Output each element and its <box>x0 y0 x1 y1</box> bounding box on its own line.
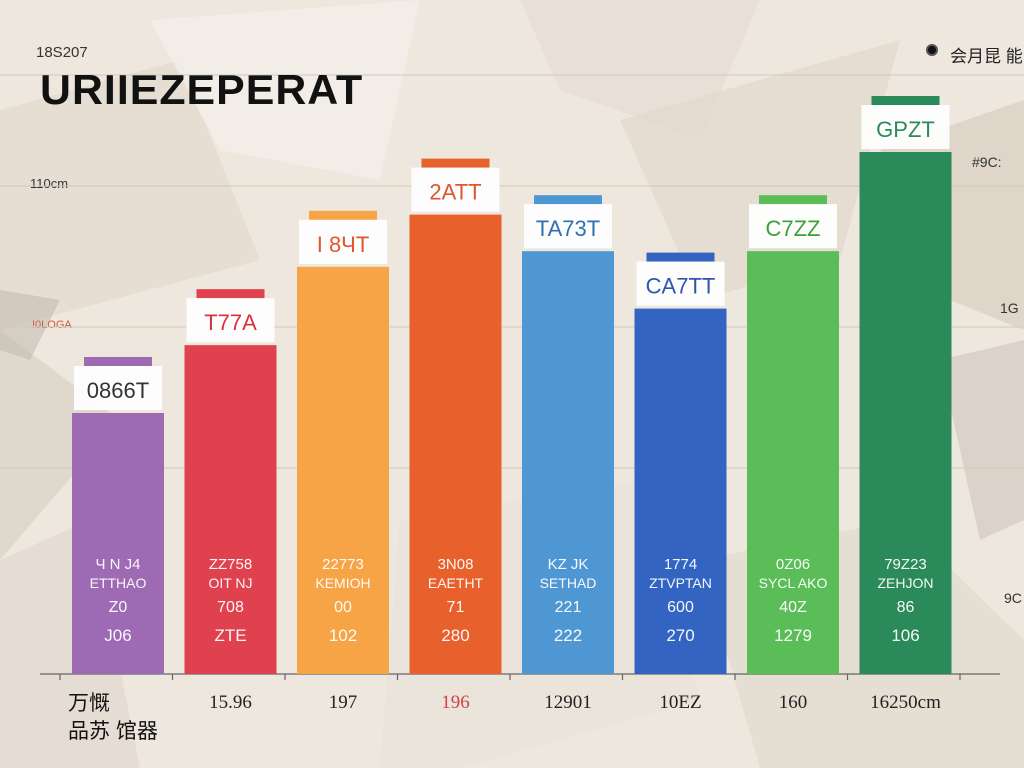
bar-top-label: T77A <box>204 310 257 335</box>
bar-inner-label: 71 <box>447 599 465 616</box>
x-category-label: 196 <box>441 692 470 713</box>
bar-label-box <box>636 261 725 306</box>
bar-inner-label: 0Z06 <box>776 556 810 573</box>
bar-inner-label: OIT NJ <box>208 575 252 591</box>
bar-top-label: GPZT <box>876 117 935 142</box>
bar-top-label: 0866T <box>87 378 149 403</box>
x-axis-category-label: 万慨 品苏 馆器 <box>68 690 158 746</box>
bar-inner-label: 222 <box>554 626 582 645</box>
bar <box>859 152 952 674</box>
bar-inner-label: ETTHAO <box>90 575 147 591</box>
bar-label-box <box>74 366 162 410</box>
bar-top-label: TA73T <box>536 216 600 241</box>
bar-inner-label: Ч N J4 <box>95 556 140 573</box>
x-axis-label-line2: 品苏 馆器 <box>68 720 158 743</box>
bar-label-box <box>524 204 612 249</box>
bar <box>72 413 164 674</box>
bar-cap-accent <box>646 252 715 262</box>
bar-cap-accent <box>196 289 265 299</box>
bar-top-label: 2ATT <box>429 180 481 205</box>
bar-inner-label: 280 <box>441 626 469 645</box>
bar-inner-label: 1279 <box>774 626 812 645</box>
bar-inner-label: ZZ758 <box>209 556 252 573</box>
bar-cap-accent <box>84 357 152 366</box>
x-category-label: 16250cm <box>870 692 941 713</box>
y-tick-right-1: #9C: <box>972 154 1002 170</box>
legend-label: 会月昆 能 <box>950 47 1023 66</box>
x-category-label: 12901 <box>544 692 592 713</box>
bar-inner-label: ZEHJON <box>878 575 934 591</box>
bar <box>184 345 277 674</box>
bar-inner-label: SETHAD <box>540 575 597 591</box>
bar-inner-label: EAETHT <box>428 575 484 591</box>
corner-label: 18S207 <box>36 44 88 61</box>
bar-cap-accent <box>759 195 827 205</box>
bar-cap-accent <box>534 195 602 205</box>
y-tick-right-3: 9C <box>1004 590 1022 606</box>
bar-inner-label: 00 <box>334 599 352 616</box>
y-tick-right-2: 1G <box>1000 300 1019 316</box>
bar-inner-label: 40Z <box>779 599 807 616</box>
y-tick-left-2: !0LOGA <box>32 319 72 331</box>
y-tick-left-1: 110cm <box>30 176 69 191</box>
bar-inner-label: 102 <box>329 626 357 645</box>
bar-cap-accent <box>421 158 490 168</box>
bar <box>747 251 839 674</box>
bar-inner-label: KEMIOH <box>315 575 370 591</box>
bar-inner-label: 708 <box>217 599 244 616</box>
bar-label-box <box>749 204 837 249</box>
bar-cap-accent <box>309 210 377 220</box>
bar-inner-label: ZTVPTAN <box>649 575 712 591</box>
bar-inner-label: 3N08 <box>438 556 474 573</box>
bar-inner-label: KZ JK <box>548 556 589 573</box>
bar-inner-label: SYCL AKO <box>759 575 828 591</box>
x-axis-label-line1: 万慨 <box>68 692 110 715</box>
x-category-label: 10EZ <box>659 692 701 713</box>
bar-label-box <box>861 105 950 149</box>
legend-dot-icon <box>926 44 938 56</box>
bar-label-box <box>186 298 275 343</box>
bar-inner-label: 86 <box>897 599 915 616</box>
bar-inner-label: 22773 <box>322 556 364 573</box>
bar-top-label: CA7TT <box>646 274 716 299</box>
bar-label-box <box>299 219 387 264</box>
bar <box>409 214 502 674</box>
bar <box>522 251 614 674</box>
bar-inner-label: 221 <box>555 599 582 616</box>
x-category-label: 197 <box>329 692 358 713</box>
x-category-label: 160 <box>779 692 808 713</box>
bar-inner-label: 600 <box>667 599 694 616</box>
bar-inner-label: 1774 <box>664 556 697 573</box>
bar <box>297 266 389 674</box>
bar-inner-label: J06 <box>104 626 131 645</box>
bar-inner-label: 106 <box>891 626 919 645</box>
chart-title: URIIEZEPERAT <box>40 66 364 113</box>
bar-inner-label: ZTE <box>214 626 246 645</box>
bar-top-label: I 8ЧT <box>317 232 370 257</box>
bar-inner-label: 270 <box>666 626 694 645</box>
bar-top-label: C7ZZ <box>766 216 821 241</box>
bar-label-box <box>411 167 500 212</box>
x-category-label: 15.96 <box>209 692 252 713</box>
bar-inner-label: 79Z23 <box>884 556 927 573</box>
bar <box>634 308 727 674</box>
bar-inner-label: Z0 <box>109 599 128 616</box>
bar-cap-accent <box>871 96 940 105</box>
